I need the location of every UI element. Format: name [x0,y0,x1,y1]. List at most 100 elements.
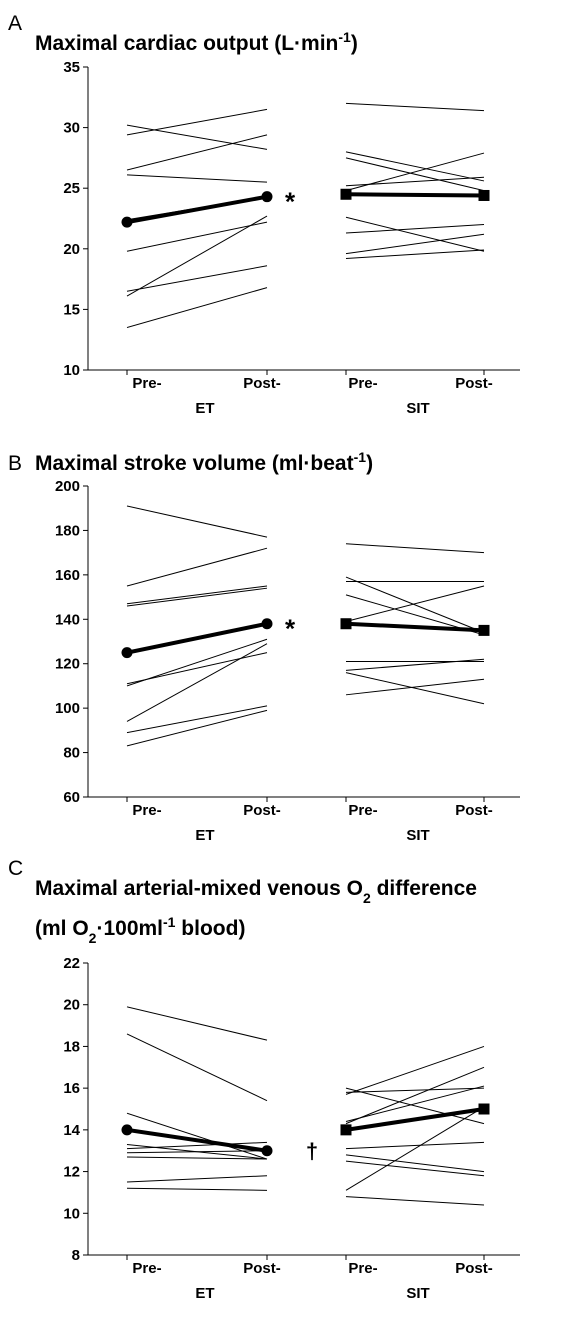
y-tick-label: 20 [63,997,80,1014]
mean-marker [478,1103,490,1115]
mean-line [126,621,268,655]
title-part: 2 [89,930,97,946]
title-part: Maximal cardiac output (L·min [35,32,338,55]
subject-line [345,102,485,112]
subject-line [126,643,268,722]
y-tick-label: 10 [63,362,80,379]
mean-marker [340,618,352,630]
subject-line [345,233,485,255]
title-part: Maximal stroke volume (ml·beat [35,452,354,475]
group-label: SIT [406,1285,429,1302]
title-part: (ml O [35,917,89,940]
y-tick-label: 35 [63,59,80,76]
panel-letter: C [8,857,23,880]
subject-line [345,1154,485,1173]
x-tick-label: Pre- [348,1260,377,1277]
y-tick-label: 30 [63,120,80,137]
subject-line [345,678,485,696]
subject-line [126,505,268,538]
subject-line [126,134,268,171]
mean-marker [340,188,352,200]
y-tick-label: 180 [55,522,80,539]
title-part: -1 [354,449,367,465]
chart-title: Maximal arterial-mixed venous O2 differe… [35,877,477,906]
subject-line [345,1160,485,1177]
significance-mark: * [285,614,296,644]
mean-marker [478,624,490,636]
subject-line [345,1045,485,1095]
mean-line [345,192,485,198]
x-tick-label: Pre- [348,802,377,819]
x-tick-label: Pre- [132,802,161,819]
y-tick-label: 20 [63,241,80,258]
y-tick-label: 80 [63,745,80,762]
subject-line [345,1196,485,1206]
y-tick-label: 160 [55,567,80,584]
subject-line [126,174,268,183]
x-tick-label: Post- [243,375,281,392]
y-tick-label: 16 [63,1080,80,1097]
y-tick-label: 25 [63,180,80,197]
subject-line [126,1187,268,1191]
group-label: ET [195,1285,214,1302]
subject-line [126,1150,268,1154]
mean-marker [121,1124,133,1136]
subject-line [126,287,268,329]
y-tick-label: 8 [72,1247,80,1264]
title-part: ) [351,32,358,55]
title-part: -1 [163,914,176,930]
x-tick-label: Pre- [132,375,161,392]
subject-line [345,249,485,259]
x-tick-label: Post- [455,802,493,819]
title-part: ·100ml [96,917,163,940]
mean-line [126,1127,268,1153]
group-label: SIT [406,827,429,844]
group-label: SIT [406,400,429,417]
subject-line [345,585,485,622]
y-tick-label: 15 [63,301,80,318]
subject-line [345,672,485,705]
panel-letter: B [8,452,22,475]
group-label: ET [195,400,214,417]
subject-line [126,1006,268,1041]
subject-line [126,585,268,605]
subject-line [345,151,485,182]
x-tick-label: Post- [455,375,493,392]
title-part: ) [366,452,373,475]
subject-line [126,108,268,136]
y-tick-label: 18 [63,1038,80,1055]
mean-marker [261,191,273,203]
subject-line [345,1106,485,1191]
y-tick-label: 10 [63,1205,80,1222]
chart-title: Maximal stroke volume (ml·beat-1) [35,449,373,475]
y-tick-label: 200 [55,478,80,495]
group-label: ET [195,827,214,844]
mean-line [345,1107,485,1132]
subject-line [345,543,485,554]
subject-line [126,1141,268,1150]
y-tick-label: 22 [63,955,80,972]
subject-line [126,124,268,150]
x-tick-label: Post- [455,1260,493,1277]
subject-line [345,1087,485,1093]
subject-line [126,638,268,687]
subject-line [345,176,485,187]
mean-marker [478,189,490,201]
mean-marker [261,1145,273,1157]
subject-line [126,221,268,252]
x-tick-label: Pre- [348,375,377,392]
subject-line [126,709,268,747]
subject-line [126,215,268,297]
panel-letter: A [8,12,22,35]
y-tick-label: 60 [63,789,80,806]
subject-line [126,705,268,734]
significance-mark: † [306,1139,318,1164]
subject-line [126,1156,268,1160]
mean-line [345,621,485,633]
y-tick-label: 100 [55,700,80,717]
subject-line [126,547,268,587]
subject-line [345,658,485,671]
chart-title: (ml O2·100ml-1 blood) [35,914,245,946]
subject-line [345,224,485,234]
